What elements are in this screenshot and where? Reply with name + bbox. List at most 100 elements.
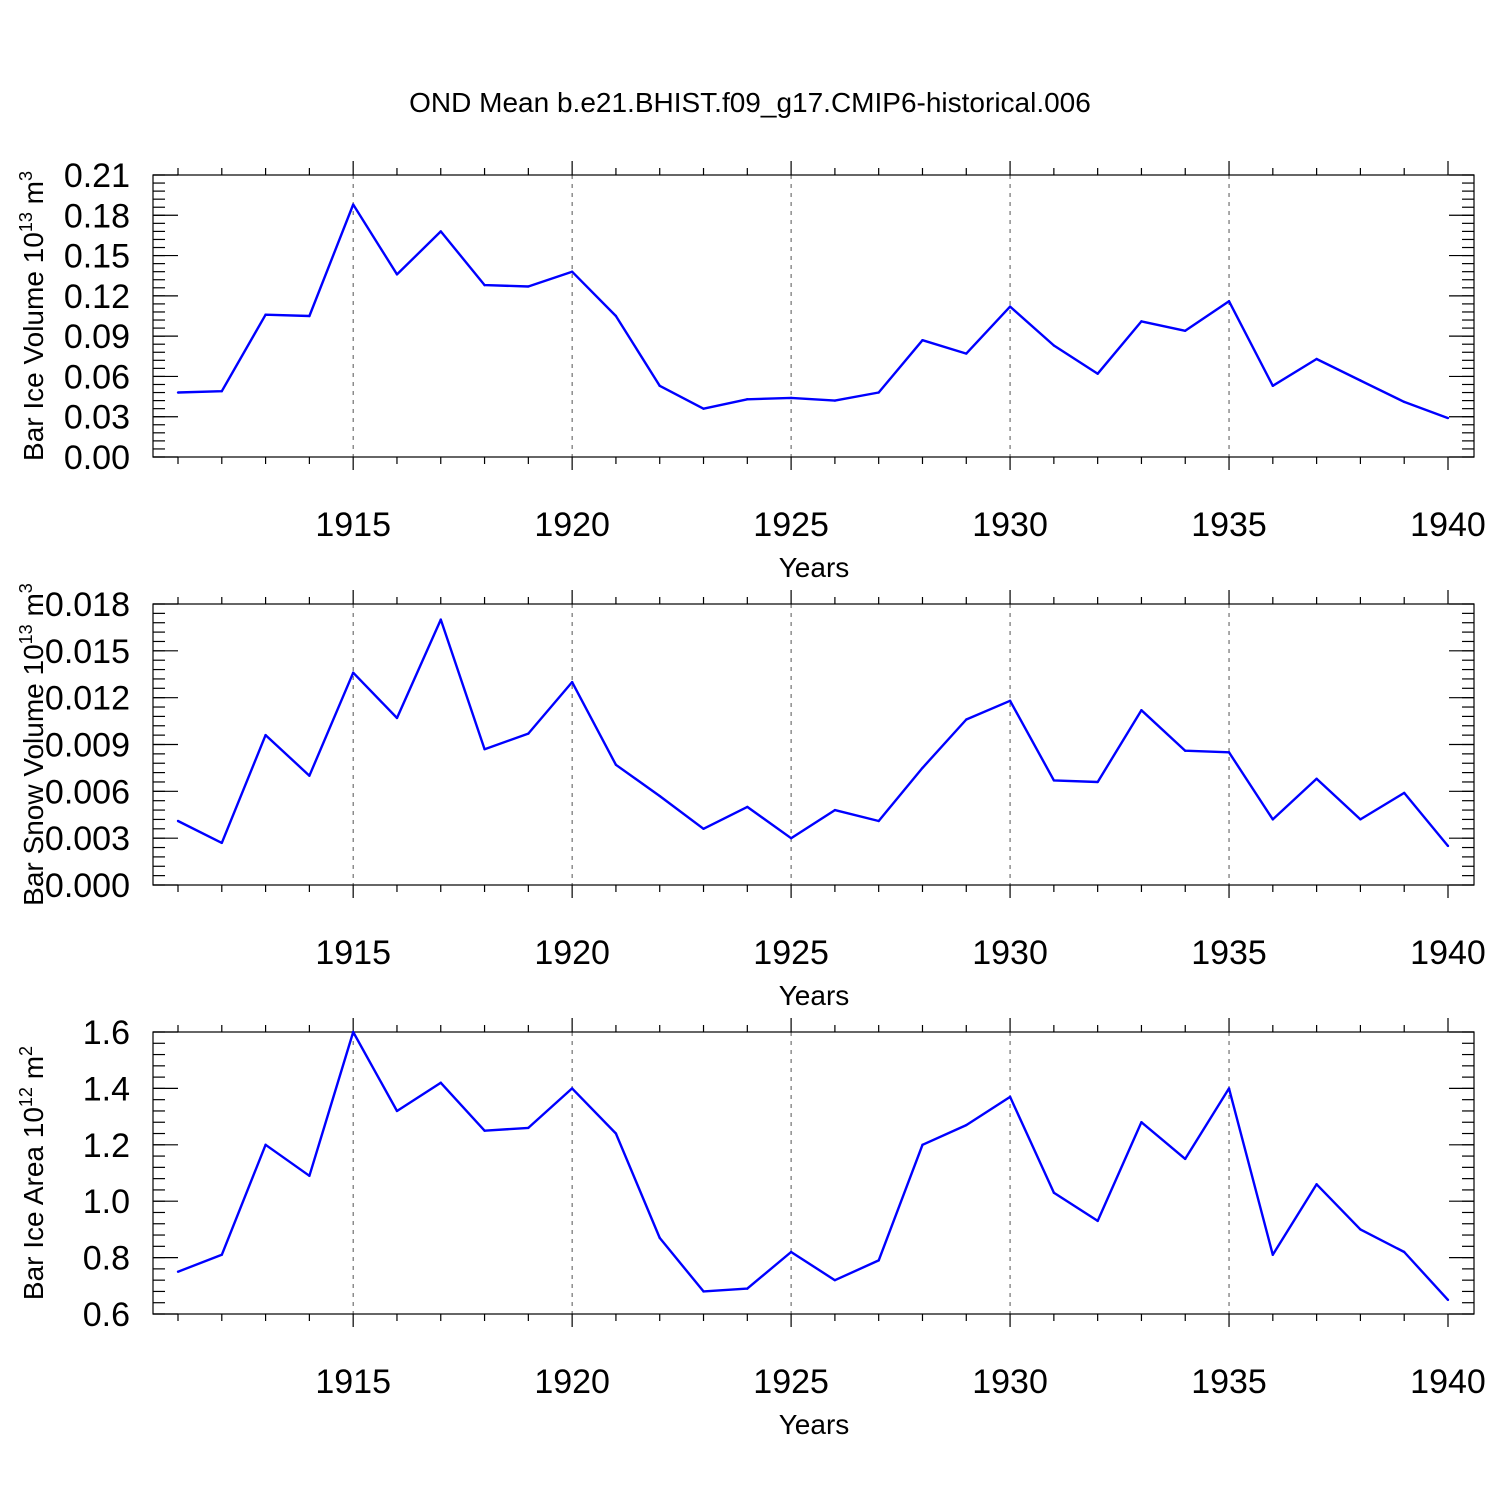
data-point-1930 bbox=[1008, 699, 1012, 702]
data-point-1916 bbox=[395, 1109, 399, 1113]
y-tick-label: 0.18 bbox=[64, 197, 130, 235]
data-point-1937 bbox=[1315, 357, 1318, 361]
data-point-1927 bbox=[877, 1259, 880, 1262]
data-point-1940 bbox=[1446, 416, 1450, 420]
data-point-1915 bbox=[351, 203, 355, 206]
data-point-1935 bbox=[1227, 1087, 1231, 1090]
x-tick-label: 1930 bbox=[972, 934, 1048, 972]
data-point-1922 bbox=[658, 384, 661, 388]
data-point-1938 bbox=[1359, 818, 1362, 821]
data-point-1936 bbox=[1271, 818, 1275, 821]
figure-title: OND Mean b.e21.BHIST.f09_g17.CMIP6-histo… bbox=[409, 87, 1091, 118]
data-point-1939 bbox=[1403, 400, 1406, 404]
y-axis-title-superscript: 2 bbox=[16, 1046, 36, 1056]
data-point-1922 bbox=[658, 794, 661, 798]
y-tick-label: 0.018 bbox=[45, 586, 130, 624]
data-point-1920 bbox=[570, 1087, 574, 1090]
data-point-1929 bbox=[965, 1123, 968, 1127]
x-tick-label: 1940 bbox=[1410, 506, 1486, 544]
data-point-1915 bbox=[351, 671, 355, 674]
data-point-1912 bbox=[220, 1253, 223, 1256]
data-point-1921 bbox=[614, 314, 618, 318]
data-point-1929 bbox=[965, 718, 968, 721]
data-point-1914 bbox=[308, 314, 311, 318]
data-point-1917 bbox=[439, 230, 442, 233]
y-axis-title: Bar Snow Volume 1013 m3 bbox=[16, 583, 49, 906]
data-point-1928 bbox=[921, 338, 924, 342]
y-tick-label: 0.09 bbox=[64, 318, 130, 356]
y-axis-title-text: m bbox=[18, 593, 49, 624]
data-point-1927 bbox=[877, 819, 880, 823]
x-tick-label: 1940 bbox=[1410, 934, 1486, 972]
data-point-1932 bbox=[1096, 372, 1099, 375]
data-point-1916 bbox=[395, 273, 399, 276]
data-point-1934 bbox=[1184, 1157, 1187, 1161]
data-point-1923 bbox=[702, 1290, 705, 1293]
data-point-1929 bbox=[965, 352, 968, 355]
x-tick-label: 1935 bbox=[1191, 506, 1267, 544]
x-tick-label: 1925 bbox=[753, 934, 829, 972]
y-axis-title: Bar Ice Area 1012 m2 bbox=[16, 1046, 49, 1300]
y-tick-label: 0.03 bbox=[64, 399, 130, 437]
data-point-1937 bbox=[1315, 777, 1318, 781]
data-point-1932 bbox=[1096, 780, 1099, 784]
data-point-1918 bbox=[483, 747, 486, 751]
data-point-1922 bbox=[658, 1236, 661, 1240]
data-point-1925 bbox=[789, 1250, 793, 1254]
data-point-1916 bbox=[395, 716, 399, 720]
series-line bbox=[177, 1030, 1449, 1301]
data-point-1920 bbox=[570, 270, 574, 273]
data-point-1923 bbox=[702, 407, 705, 410]
y-axis-title-superscript: 13 bbox=[16, 212, 36, 232]
y-tick-label: 1.0 bbox=[83, 1183, 130, 1221]
data-point-1930 bbox=[1008, 1095, 1012, 1099]
y-axis-title-text: Bar Snow Volume 10 bbox=[18, 644, 49, 906]
y-tick-label: 1.2 bbox=[83, 1127, 130, 1165]
data-point-1917 bbox=[439, 1081, 442, 1084]
panel-1: 1915 1920 1925 1930 1935 1940Years0.000.030.0… bbox=[16, 157, 1486, 583]
data-point-1911 bbox=[176, 819, 180, 823]
data-point-1924 bbox=[746, 398, 749, 401]
data-point-1918 bbox=[483, 1129, 486, 1132]
x-tick-label: 1915 bbox=[315, 1363, 391, 1401]
data-point-1933 bbox=[1140, 708, 1143, 712]
data-point-1915 bbox=[351, 1030, 355, 1034]
data-point-1931 bbox=[1052, 1191, 1056, 1194]
x-tick-label: 1930 bbox=[972, 506, 1048, 544]
plot-frame bbox=[152, 174, 1475, 458]
data-point-1939 bbox=[1403, 791, 1406, 795]
data-point-1924 bbox=[746, 1287, 749, 1290]
y-tick-label: 0.21 bbox=[64, 157, 130, 195]
data-point-1936 bbox=[1271, 384, 1275, 388]
data-point-1927 bbox=[877, 391, 880, 394]
x-tick-label: 1930 bbox=[972, 1363, 1048, 1401]
x-tick-label: 1915 bbox=[315, 506, 391, 544]
data-point-1914 bbox=[308, 1174, 311, 1178]
data-point-1938 bbox=[1359, 1228, 1362, 1231]
data-point-1933 bbox=[1140, 1121, 1143, 1124]
data-point-1919 bbox=[527, 285, 530, 288]
data-point-1930 bbox=[1008, 305, 1012, 308]
data-point-1935 bbox=[1227, 751, 1231, 754]
data-point-1932 bbox=[1096, 1219, 1099, 1223]
y-axis-title: Bar Ice Volume 1013 m3 bbox=[16, 171, 49, 461]
panel-3: 1915 1920 1925 1930 1935 1940 Years 0.6 0.8 1.0 1.… bbox=[16, 1014, 1486, 1440]
data-point-1938 bbox=[1359, 379, 1362, 382]
y-tick-label: 1.4 bbox=[83, 1070, 130, 1108]
data-point-1926 bbox=[833, 399, 837, 402]
data-point-1934 bbox=[1184, 329, 1187, 332]
y-tick-label: 0.009 bbox=[45, 727, 130, 765]
data-point-1925 bbox=[789, 836, 793, 840]
y-axis-title-text: Bar Ice Volume 10 bbox=[18, 232, 49, 461]
y-tick-label: 0.015 bbox=[45, 633, 130, 671]
x-tick-label: 1925 bbox=[753, 1363, 829, 1401]
x-tick-label: 1935 bbox=[1191, 934, 1267, 972]
data-point-1913 bbox=[264, 313, 267, 316]
y-axis-title-superscript: 3 bbox=[16, 171, 36, 181]
data-point-1911 bbox=[176, 391, 180, 394]
x-tick-label: 1920 bbox=[534, 1363, 610, 1401]
data-point-1928 bbox=[921, 1143, 924, 1147]
series-line bbox=[177, 203, 1449, 420]
y-tick-label: 0.06 bbox=[64, 358, 130, 396]
